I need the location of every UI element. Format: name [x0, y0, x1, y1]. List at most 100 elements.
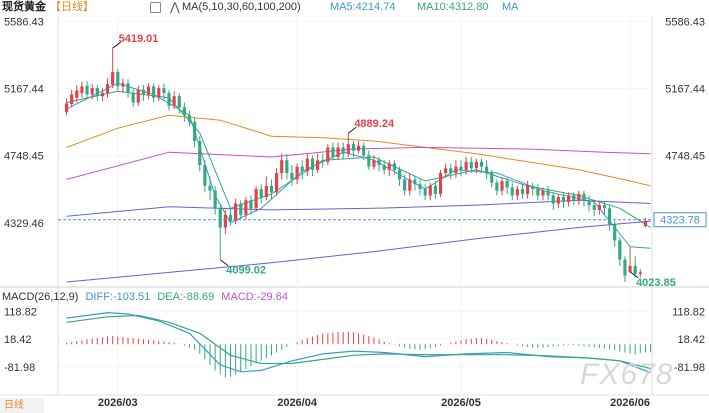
candle-body	[105, 84, 110, 93]
candle-body	[275, 173, 279, 193]
ma-settings-icon[interactable]: ⋀	[170, 0, 180, 14]
candle-body	[239, 203, 243, 215]
candle-body	[203, 165, 207, 186]
candle-body	[556, 197, 560, 204]
candle-body	[341, 147, 345, 154]
macd-diff-value: DIFF:-103.51	[85, 291, 151, 303]
candle-body	[377, 160, 381, 166]
annotation-label: 4023.85	[636, 277, 676, 289]
candle-body	[490, 173, 494, 183]
candle-body	[474, 161, 478, 169]
annotation-label: 4099.02	[226, 265, 266, 277]
candle-body	[85, 85, 89, 95]
candle-body	[541, 190, 545, 196]
candle-body	[116, 72, 120, 87]
period-footer-button[interactable]: 日线	[0, 398, 44, 413]
candle-body	[500, 181, 504, 191]
candle-body	[310, 158, 315, 170]
candle-body	[351, 144, 356, 151]
candle-body	[321, 160, 325, 162]
candle-body	[131, 92, 135, 103]
candle-body	[587, 200, 591, 206]
candle-body	[167, 92, 171, 106]
candle-body	[75, 90, 79, 98]
macd-tick-left: -81.98	[4, 362, 35, 374]
candle-body	[449, 168, 453, 174]
candle-body	[218, 208, 222, 228]
candle-body	[326, 147, 330, 162]
candle-body	[259, 189, 263, 198]
candle-body	[295, 166, 299, 180]
candle-body	[213, 190, 217, 209]
candle-body	[459, 166, 463, 170]
candle-body	[495, 182, 499, 191]
annotation-leader	[348, 126, 357, 134]
candle-body	[346, 144, 350, 154]
price-tick-right: 5167.44	[665, 84, 705, 96]
candle-body	[643, 221, 648, 226]
candle-body	[505, 181, 509, 188]
candle-body	[182, 107, 186, 116]
candle-body	[300, 166, 304, 172]
candle-body	[136, 89, 140, 103]
settings-box-icon[interactable]	[150, 2, 161, 13]
candle-body	[223, 214, 227, 228]
candle-body	[464, 161, 468, 170]
annotation-label: 4889.24	[354, 118, 395, 130]
candle-body	[618, 240, 622, 260]
candle-body	[172, 96, 176, 106]
candle-body	[64, 103, 69, 113]
candle-body	[285, 160, 289, 174]
candle-body	[162, 88, 166, 93]
candle-body	[315, 160, 320, 170]
candle-body	[100, 92, 105, 97]
annotation-leader	[112, 41, 121, 49]
candle-body	[305, 158, 309, 172]
macd-tick-left: 118.82	[4, 307, 37, 319]
macd-tick-right: 118.82	[672, 307, 705, 319]
candle-body	[254, 189, 258, 209]
candle-body	[141, 89, 145, 95]
candle-body	[526, 185, 530, 194]
candle-body	[280, 160, 284, 174]
candle-body	[228, 214, 233, 222]
candle-body	[444, 168, 448, 174]
candle-body	[177, 96, 181, 108]
ma-line-ma60	[66, 146, 651, 180]
candle-body	[572, 195, 576, 201]
ma-line-ma200	[66, 220, 651, 283]
ma-line-ma5	[66, 82, 651, 249]
price-tick-left: 5167.44	[4, 84, 44, 96]
annotation-label: 5419.01	[119, 33, 159, 45]
candle-body	[602, 205, 607, 209]
candle-body	[418, 184, 422, 190]
candle-body	[198, 140, 202, 166]
candle-body	[290, 173, 294, 180]
candle-body	[510, 187, 514, 196]
candle-body	[623, 259, 627, 276]
candle-body	[90, 88, 94, 95]
candle-body	[633, 265, 637, 274]
candle-body	[531, 185, 535, 190]
macd-diff-line	[66, 311, 651, 374]
candle-body	[193, 121, 197, 141]
candle-body	[382, 165, 386, 170]
price-tick-left: 4329.46	[4, 218, 44, 230]
candle-body	[561, 197, 566, 202]
macd-tick-left: 18.42	[4, 334, 32, 346]
macd-params: MACD(26,12,9)	[2, 291, 79, 303]
price-tick-right: 5586.43	[665, 16, 705, 28]
candle-body	[387, 163, 391, 170]
candle-body	[157, 88, 161, 98]
ma5-value: MA5:4214.74	[330, 1, 396, 13]
candle-body	[577, 193, 581, 201]
candle-body	[485, 166, 489, 174]
candle-body	[413, 179, 417, 185]
candle-body	[152, 86, 156, 98]
candle-body	[208, 185, 212, 191]
current-price-label: 4323.78	[660, 215, 700, 227]
candle-body	[362, 145, 366, 156]
candle-body	[70, 94, 74, 105]
ma-more-value: MA	[502, 1, 519, 13]
period-label[interactable]: 【日线】	[50, 1, 94, 13]
